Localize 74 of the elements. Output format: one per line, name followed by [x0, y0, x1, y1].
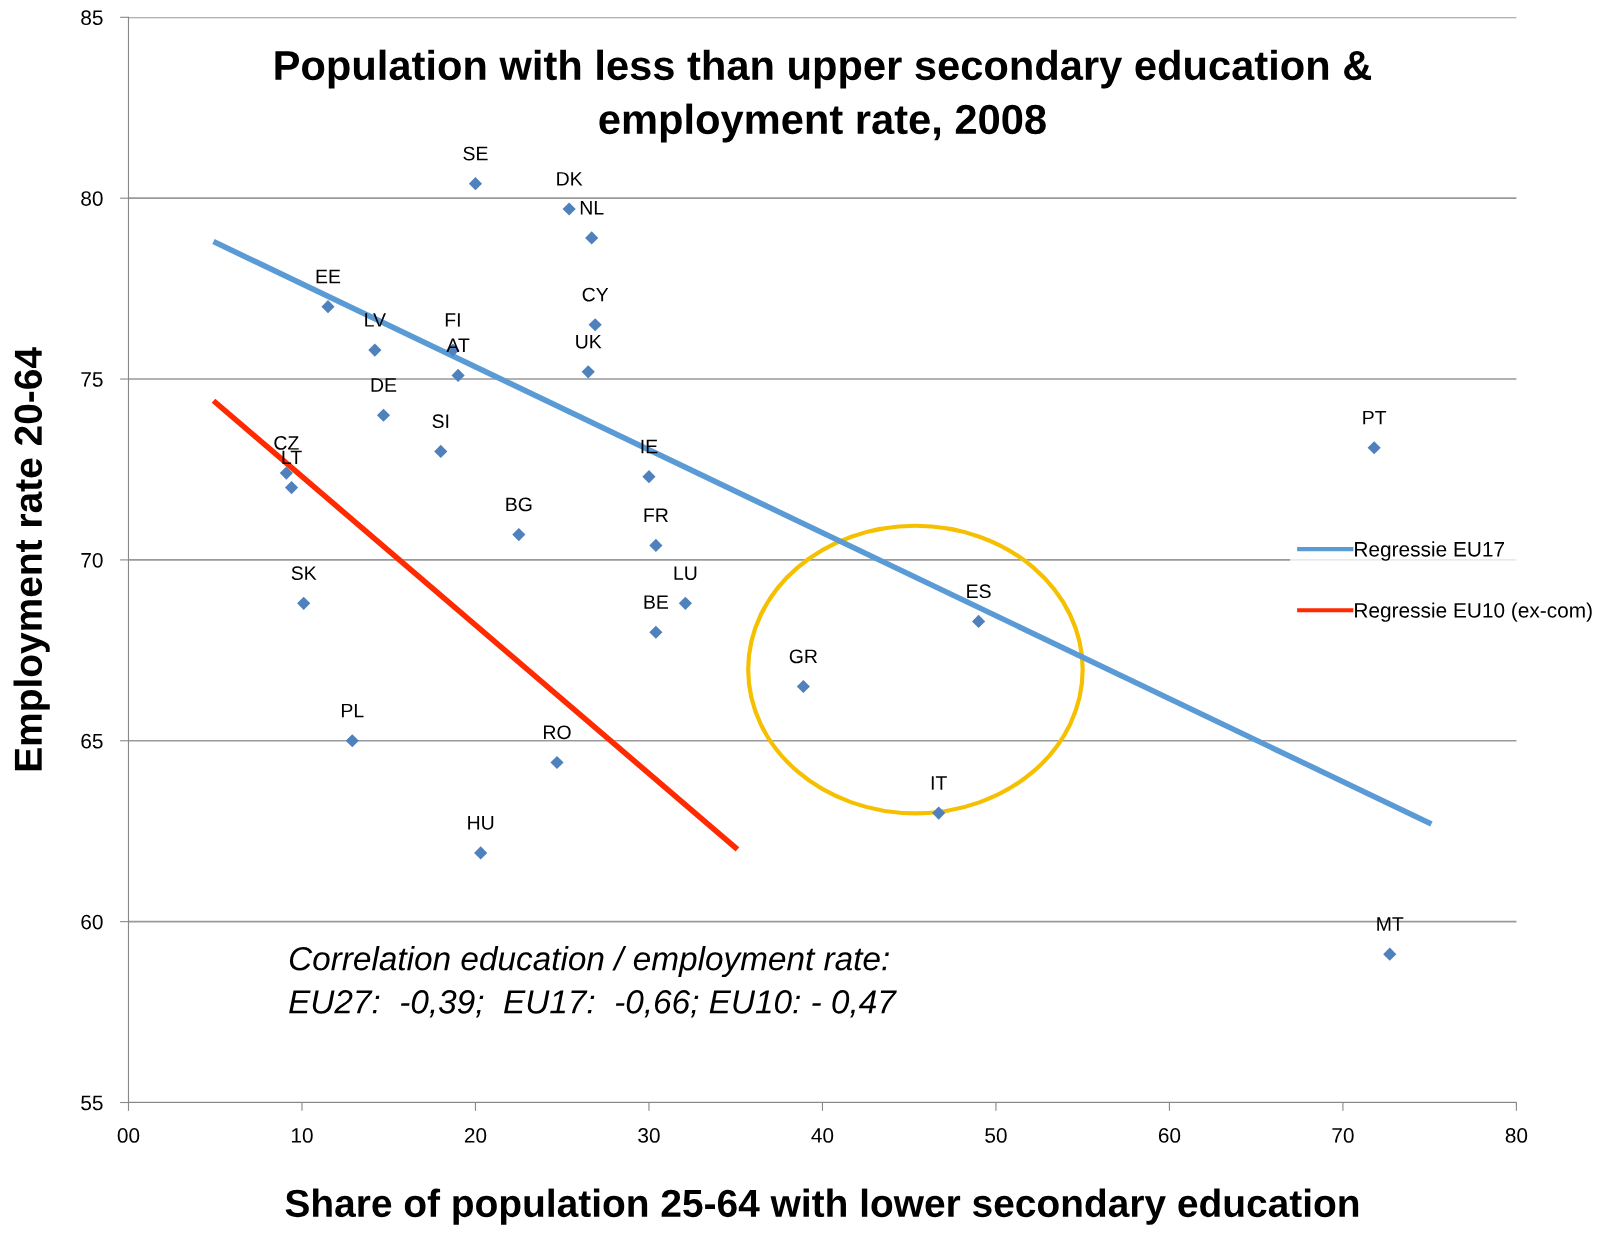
- annotation: IE: [641, 439, 658, 454]
- x-tick-label: 00: [117, 1128, 140, 1143]
- point: [451, 368, 465, 383]
- x-tick-label: 50: [985, 1128, 1007, 1143]
- annotation: MT: [1377, 917, 1404, 931]
- point: [279, 466, 293, 480]
- annotation: SK: [291, 566, 317, 581]
- point: [796, 679, 810, 694]
- annotation: EE: [316, 269, 341, 284]
- annotation: ES: [967, 584, 991, 599]
- point: [649, 538, 663, 553]
- point: [376, 408, 391, 422]
- x-tick-label: 20: [464, 1128, 487, 1143]
- point: [468, 177, 483, 191]
- point: [1383, 947, 1397, 961]
- point: [1367, 441, 1381, 455]
- annotation: PT: [1363, 410, 1387, 425]
- y-tick-label: 70: [81, 552, 103, 568]
- point: [434, 444, 448, 458]
- x-axis-title: Share of population 25-64 with lower secondary education: [285, 1188, 1359, 1225]
- point: [368, 343, 382, 357]
- x-tick-label: 10: [291, 1128, 313, 1143]
- y-tick-label: 65: [81, 733, 103, 749]
- legend-label: Regressie EU10 (ex-com): [1355, 602, 1592, 622]
- annotation: UK: [576, 334, 602, 349]
- y-tick-label: 60: [81, 914, 103, 930]
- point: [588, 318, 602, 332]
- point: [474, 846, 488, 860]
- x-tick-label: 30: [638, 1128, 660, 1143]
- annotation: FR: [644, 508, 668, 522]
- y-tick-label: 75: [81, 372, 103, 387]
- annotation: RO: [544, 725, 571, 740]
- point: [649, 625, 663, 639]
- annotation: GR: [789, 649, 818, 664]
- annotation: CZ: [274, 436, 299, 450]
- point: [562, 202, 576, 216]
- point: [345, 734, 359, 748]
- annotation: CY: [582, 287, 609, 302]
- annotation: LT: [282, 450, 302, 465]
- point: [284, 480, 299, 495]
- x-tick-label: 60: [1158, 1128, 1181, 1143]
- y-axis-title: Employment rate 20-64: [13, 347, 50, 771]
- point: [321, 300, 335, 314]
- annotation: SE: [463, 146, 488, 161]
- x-tick-label: 70: [1332, 1128, 1354, 1143]
- annotation: BE: [644, 595, 669, 609]
- y-tick-label: 80: [81, 191, 103, 206]
- point: [585, 231, 599, 245]
- annotation: Correlation education / employment rate: EU27: -0,39; EU17: -0,66; EU10: - 0,47: [289, 946, 897, 1018]
- annotation: FI: [445, 313, 460, 327]
- annotation: DK: [557, 172, 583, 186]
- annotation: NL: [580, 201, 604, 215]
- annotation: SI: [432, 414, 449, 429]
- text: Population with less than upper secondary education & employment rate, 2008: [275, 49, 1372, 143]
- legend-label: Regressie EU17: [1355, 541, 1505, 561]
- y-tick-label: 85: [81, 10, 103, 26]
- point: [642, 470, 656, 484]
- y-tick-label: 55: [81, 1095, 103, 1111]
- x-tick-label: 40: [811, 1128, 834, 1143]
- point: [512, 528, 526, 542]
- point: [678, 596, 692, 610]
- point: [932, 806, 946, 820]
- annotation: AT: [446, 338, 470, 352]
- annotation: IT: [931, 776, 947, 790]
- point: [297, 596, 311, 610]
- annotation: DE: [371, 378, 397, 392]
- point: [550, 755, 564, 770]
- annotation: BG: [506, 497, 532, 512]
- annotation: HU: [468, 816, 494, 830]
- x-tick-label: 80: [1505, 1128, 1528, 1143]
- point: [972, 614, 986, 628]
- annotation: PL: [341, 703, 364, 718]
- point: [581, 365, 595, 379]
- annotation: LU: [674, 566, 697, 581]
